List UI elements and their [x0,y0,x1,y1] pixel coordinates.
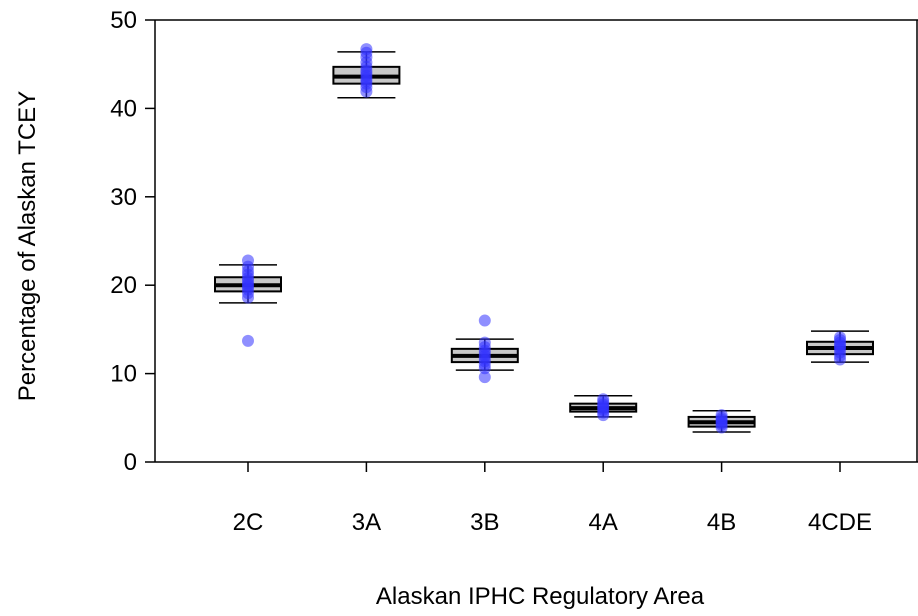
data-point [478,371,491,384]
y-tick-label: 30 [110,184,137,211]
y-tick-label: 40 [110,95,137,122]
x-tick-label: 3A [352,509,381,536]
x-tick-label: 4CDE [808,509,872,536]
data-points [242,43,846,434]
x-tick-label: 2C [233,509,264,536]
boxes [214,51,874,433]
data-point [242,254,254,267]
y-tick-label: 10 [110,361,137,388]
x-axis: 2C 3A 3B 4A 4B 4CDE [233,462,872,536]
data-point [834,331,846,344]
y-tick-label: 20 [110,272,137,299]
y-axis: 0 10 20 30 40 50 [110,7,155,476]
data-point [360,43,373,56]
data-point [597,393,610,406]
x-tick-label: 3B [470,509,499,536]
data-point [478,314,491,327]
data-point [715,409,728,422]
y-tick-label: 0 [124,449,137,476]
data-point [242,334,254,347]
data-point [478,336,491,349]
plot-frame [154,19,918,463]
x-axis-title: Alaskan IPHC Regulatory Area [376,583,705,610]
x-tick-label: 4B [707,509,736,536]
y-axis-title: Percentage of Alaskan TCEY [14,91,41,401]
y-tick-label: 50 [110,7,137,34]
x-tick-label: 4A [589,509,618,536]
